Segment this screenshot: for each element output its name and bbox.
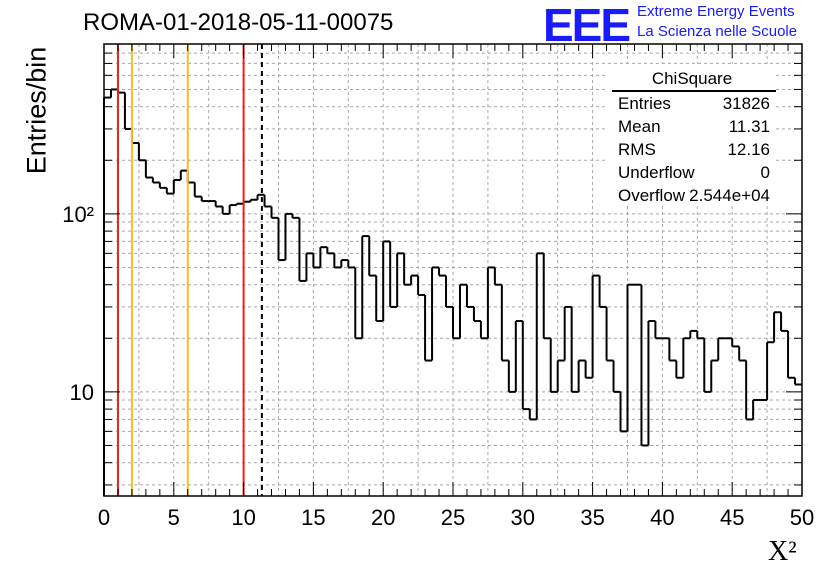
x-tick-label: 0	[98, 505, 110, 530]
x-tick-label: 40	[650, 505, 674, 530]
x-tick-label: 30	[511, 505, 535, 530]
stats-key: Overflow	[618, 186, 686, 205]
stats-title: ChiSquare	[651, 69, 733, 88]
logo-line-2: La Scienza nelle Scuole	[637, 23, 798, 40]
eee-logo: EEE	[543, 0, 631, 51]
stats-row-mean: Mean 11.31	[618, 117, 770, 139]
x-tick-label: 20	[371, 505, 395, 530]
histogram-bars	[103, 88, 802, 496]
marker-lines	[116, 44, 263, 496]
stats-value: 31826	[722, 94, 770, 113]
stats-value: 11.31	[728, 117, 770, 136]
x-tick-label: 15	[301, 505, 325, 530]
y-tick-label: 10²	[62, 202, 94, 227]
x-tick-label: 45	[720, 505, 744, 530]
x-tick-label: 25	[441, 505, 465, 530]
stats-value: 0	[760, 163, 770, 182]
logo-line-1: Extreme Energy Events	[637, 3, 795, 20]
stats-row-overflow: Overflow 2.544e+04	[618, 186, 770, 208]
stats-key: Underflow	[618, 163, 695, 182]
y-tick-label: 10	[70, 380, 94, 405]
y-axis-label: Entries/bin	[21, 46, 52, 175]
stats-value: 2.544e+04	[689, 186, 770, 205]
stats-box: ChiSquare Entries 31826 Mean 11.31 RMS 1…	[608, 64, 776, 205]
x-axis-ticks: 0 5 10 15 20 25 30 35 40 45 50	[98, 44, 814, 530]
stats-row-underflow: Underflow 0	[618, 163, 770, 185]
stats-key: Mean	[618, 117, 661, 136]
stats-divider	[612, 90, 776, 92]
x-tick-label: 35	[580, 505, 604, 530]
x-tick-label: 5	[168, 505, 180, 530]
x-tick-label: 10	[231, 505, 255, 530]
stats-row-entries: Entries 31826	[618, 94, 770, 116]
stats-key: Entries	[618, 94, 671, 113]
stats-key: RMS	[618, 140, 656, 159]
x-axis-label: X²	[768, 536, 797, 567]
x-tick-label: 50	[790, 505, 814, 530]
y-axis-ticks: 10 10²	[62, 43, 802, 486]
stats-row-rms: RMS 12.16	[618, 140, 770, 162]
stats-value: 12.16	[727, 140, 770, 159]
chart-title: ROMA-01-2018-05-11-00075	[83, 9, 394, 36]
